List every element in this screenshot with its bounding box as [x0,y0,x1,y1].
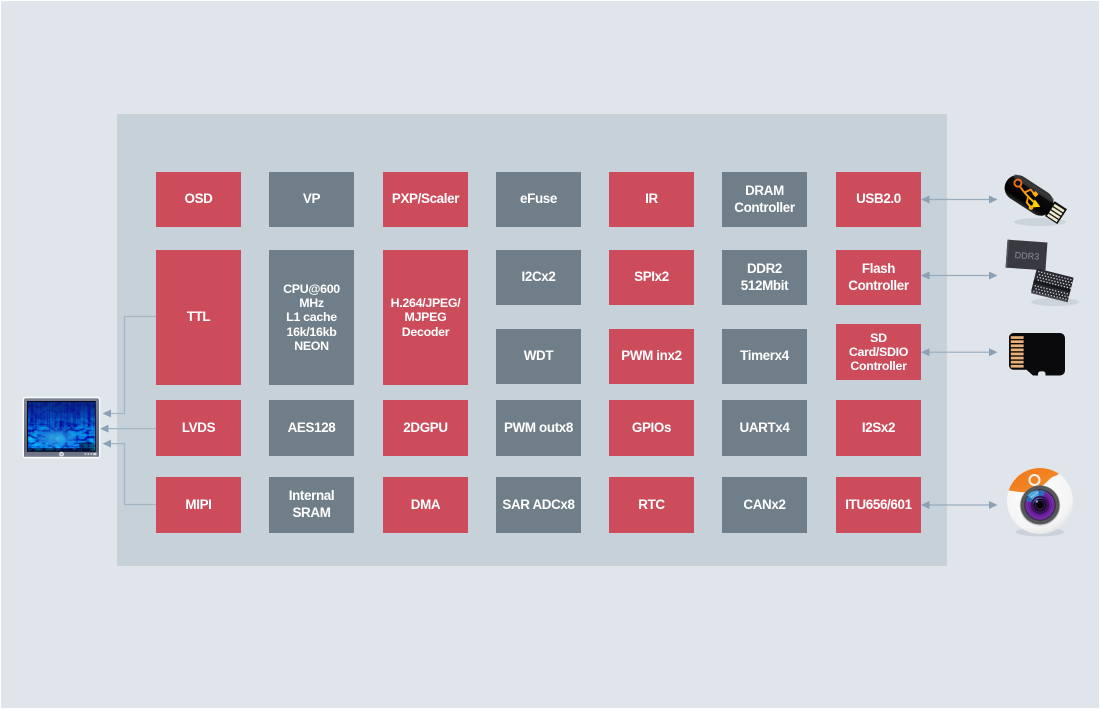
svg-text:DDR3: DDR3 [1014,250,1039,262]
